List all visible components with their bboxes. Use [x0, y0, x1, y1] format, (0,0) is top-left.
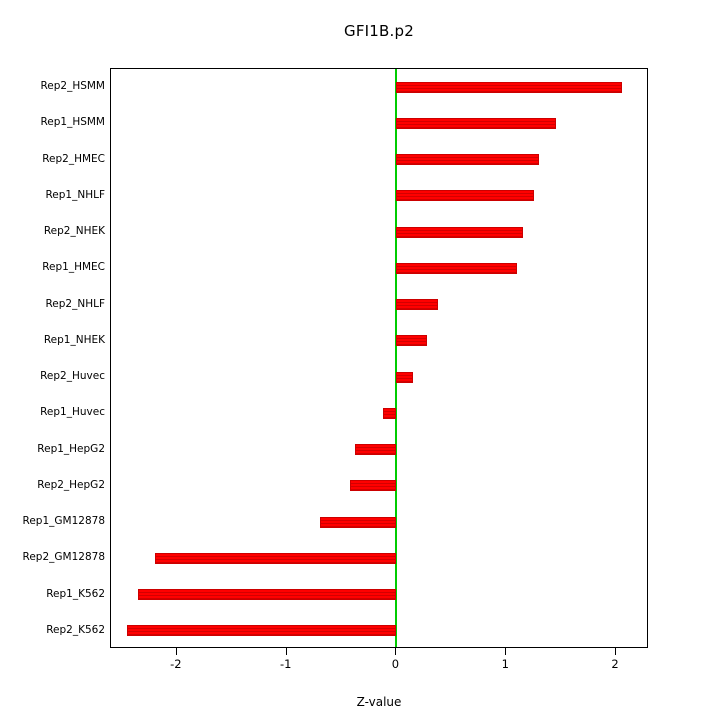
bar-Rep1_HepG2: [354, 444, 397, 456]
bar-Rep1_NHLF: [396, 190, 534, 202]
plot-area: [110, 68, 648, 648]
x-tick-label: 2: [611, 657, 619, 671]
y-tick-label: Rep2_K562: [46, 623, 105, 636]
y-tick-label: Rep1_NHEK: [43, 333, 105, 346]
x-tick-label: -2: [170, 657, 182, 671]
y-tick-label: Rep1_HMEC: [42, 261, 105, 274]
x-tick-label: 1: [501, 657, 509, 671]
bar-Rep2_HMEC: [396, 154, 540, 166]
bar-Rep2_Huvec: [396, 371, 413, 383]
x-tick-label: -1: [279, 657, 292, 671]
bar-Rep1_NHEK: [396, 335, 428, 347]
y-tick-label: Rep2_NHEK: [43, 225, 105, 238]
y-tick-label: Rep2_Huvec: [40, 370, 105, 383]
y-tick-label: Rep1_K562: [46, 587, 105, 600]
bar-Rep2_HSMM: [396, 81, 622, 93]
bar-Rep2_HepG2: [350, 480, 397, 492]
y-tick-label: Rep2_NHLF: [45, 297, 105, 310]
y-tick-label: Rep1_NHLF: [45, 188, 105, 201]
y-tick-label: Rep1_GM12878: [22, 515, 105, 528]
y-tick-label: Rep1_HepG2: [37, 442, 105, 455]
bar-Rep2_GM12878: [154, 552, 397, 564]
bar-Rep1_K562: [138, 589, 397, 601]
bar-Rep2_NHLF: [396, 299, 439, 311]
bar-Rep1_Huvec: [383, 407, 397, 419]
bar-Rep1_HSMM: [396, 117, 556, 129]
x-tick-label: 0: [391, 657, 400, 671]
y-tick-label: Rep1_HSMM: [40, 116, 105, 129]
x-tick: [395, 648, 397, 655]
bar-Rep2_K562: [127, 625, 397, 637]
x-tick: [615, 648, 617, 655]
y-tick-label: Rep2_GM12878: [22, 551, 105, 564]
x-axis-title: Z-value: [356, 695, 402, 709]
bar-Rep1_GM12878: [319, 516, 397, 528]
x-tick: [505, 648, 507, 655]
bar-Rep2_NHEK: [396, 226, 523, 238]
x-tick: [285, 648, 287, 655]
y-tick-label: Rep2_HSMM: [40, 80, 105, 93]
chart-title: GFI1B.p2: [344, 22, 414, 40]
bar-Rep1_HMEC: [396, 262, 518, 274]
zero-line: [395, 69, 398, 647]
x-tick: [175, 648, 177, 655]
y-tick-label: Rep1_Huvec: [40, 406, 105, 419]
y-tick-label: Rep2_HepG2: [37, 478, 105, 491]
y-tick-label: Rep2_HMEC: [42, 152, 105, 165]
